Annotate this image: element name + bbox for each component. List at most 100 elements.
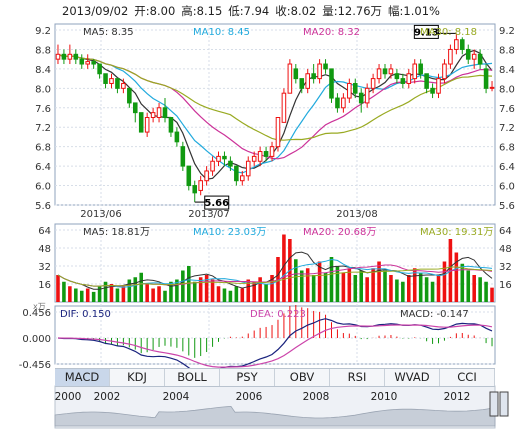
tab-cci[interactable]: CCI (440, 369, 495, 386)
price-tick-right: 8.4 (499, 65, 515, 76)
volume-bar (418, 272, 423, 302)
candle-body (132, 102, 138, 114)
volume-bar (204, 275, 209, 302)
tab-boll[interactable]: BOLL (165, 369, 220, 386)
candle-body (448, 48, 453, 65)
candle-body (454, 39, 459, 50)
header-low: 低:7.94 (228, 4, 270, 18)
tab-rsi[interactable]: RSI (330, 369, 385, 386)
candle-body (430, 87, 435, 94)
volume-ma30-line (57, 266, 493, 287)
volume-tick-right: 16 (499, 280, 512, 291)
volume-bar (430, 281, 435, 302)
timeline-left-handle[interactable] (489, 391, 499, 417)
volume-bar (335, 266, 340, 302)
volume-bar (175, 279, 179, 302)
volume-ma-legend: MA20: 20.68万 (303, 227, 376, 238)
header-change: 幅:1.01% (388, 4, 440, 18)
volume-bar (490, 287, 494, 302)
volume-bar (192, 281, 197, 302)
tab-psy[interactable]: PSY (220, 369, 275, 386)
candle-body (127, 87, 132, 104)
tab-kdj[interactable]: KDJ (110, 369, 165, 386)
volume-bar (389, 275, 393, 302)
candle-body (460, 39, 465, 50)
price-ma-legend: MA20: 8.32 (303, 27, 360, 38)
candle-body (347, 82, 352, 99)
candle-body (376, 68, 382, 80)
candle-body (269, 146, 275, 157)
timeline-year-label: 2010 (371, 391, 398, 403)
candle-body (222, 155, 227, 160)
price-tick-left: 8.4 (35, 65, 51, 76)
x-axis-label: 2013/08 (336, 209, 378, 220)
volume-unit-label: x万 (33, 302, 46, 311)
candle-body (471, 53, 477, 60)
volume-bar (115, 288, 120, 302)
candle-body (400, 78, 406, 84)
candle-body (352, 82, 358, 94)
timeline-year-label: 2012 (444, 391, 471, 403)
volume-bar (121, 286, 126, 302)
volume-bar (270, 275, 274, 302)
volume-bar (109, 284, 114, 302)
price-ma-legend: MA10: 8.45 (193, 27, 250, 38)
volume-bar (234, 286, 239, 302)
volume-bar (79, 290, 84, 302)
candle-body (240, 175, 245, 182)
candle-body (121, 82, 126, 89)
price-tick-left: 7.6 (35, 104, 51, 115)
candle-body (287, 63, 293, 94)
volume-bar (478, 277, 482, 302)
price-tick-left: 8.8 (35, 45, 51, 56)
candle-body (370, 78, 376, 89)
candle-body (299, 78, 305, 89)
volume-bar (305, 268, 310, 302)
price-tick-left: 6.0 (35, 182, 51, 193)
volume-bar (484, 281, 488, 302)
candle-body (281, 92, 287, 123)
candle-body (424, 73, 429, 89)
price-tick-left: 6.4 (35, 162, 51, 173)
volume-ma-legend: MA30: 19.31万 (420, 227, 493, 238)
candle-body (477, 53, 483, 65)
panel-frame (54, 23, 496, 206)
volume-bar (460, 263, 465, 302)
candle-body (156, 107, 162, 119)
price-tick-left: 6.8 (35, 143, 51, 154)
candle-body (228, 160, 233, 167)
candle-body (138, 112, 144, 133)
candle-body (67, 53, 73, 60)
volume-ma-legend: MA10: 23.03万 (193, 227, 266, 238)
volume-ma10-line (57, 258, 493, 288)
candle-body (335, 97, 340, 109)
timeline-year-label: 2008 (303, 391, 330, 403)
candle-body (305, 73, 310, 89)
volume-bar (311, 275, 316, 302)
volume-bar (139, 272, 143, 302)
timeline-right-handle[interactable] (499, 391, 509, 417)
candle-body (489, 86, 495, 89)
candle-body (388, 68, 394, 75)
header-volume: 量:12.76万 (322, 4, 383, 18)
volume-bar (91, 291, 96, 302)
candle-body (329, 68, 334, 99)
tab-obv[interactable]: OBV (275, 369, 330, 386)
candle-body (382, 68, 388, 75)
volume-bar (436, 275, 441, 302)
candle-body (61, 53, 67, 60)
volume-bar (145, 284, 149, 302)
volume-bar (246, 279, 251, 302)
tab-macd[interactable]: MACD (55, 369, 110, 386)
candle-body (204, 170, 209, 182)
volume-bar (133, 277, 138, 302)
volume-bar (62, 281, 66, 302)
volume-bar (424, 277, 429, 302)
candle-body (406, 73, 412, 84)
candle-body (394, 73, 400, 80)
volume-bar (299, 270, 304, 302)
tab-wvad[interactable]: WVAD (385, 369, 440, 386)
quote-header: 2013/09/02 开:8.00 高:8.15 低:7.94 收:8.02 量:12.7… (62, 3, 446, 19)
candle-body (210, 160, 215, 172)
